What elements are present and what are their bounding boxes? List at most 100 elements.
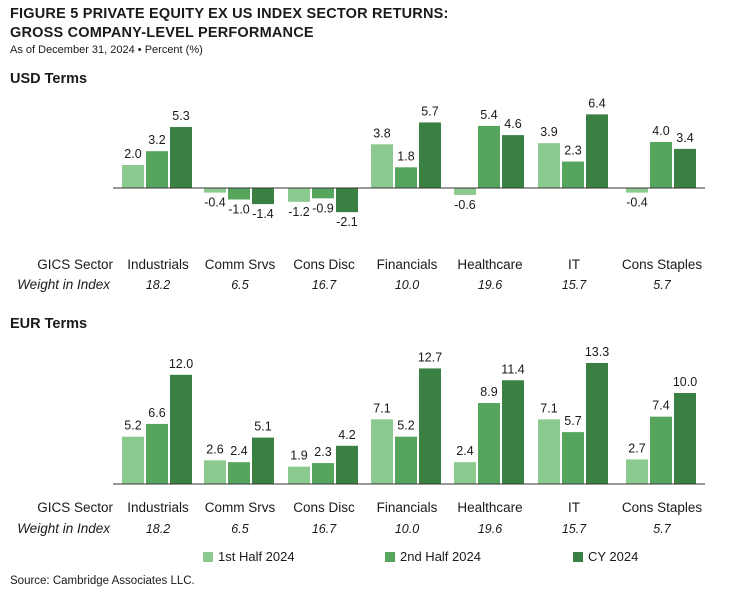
usd-value-label-cy-4: 4.6	[504, 117, 521, 131]
eur-bar-cy-6	[674, 393, 696, 484]
eur-bar-h2-6	[650, 416, 672, 484]
eur-bar-h1-5	[538, 419, 560, 484]
usd-category-label-2: Cons Disc	[293, 257, 355, 272]
eur-bar-h2-5	[562, 432, 584, 484]
eur-value-label-cy-5: 13.3	[585, 345, 609, 359]
usd-value-label-cy-1: -1.4	[252, 207, 274, 221]
usd-value-label-h2-1: -1.0	[228, 203, 250, 217]
usd-value-label-h2-6: 4.0	[652, 124, 669, 138]
legend-item-cy: CY 2024	[573, 549, 638, 564]
eur-bar-h2-0	[146, 423, 168, 484]
usd-weight-label-2: 16.7	[312, 278, 337, 292]
usd-bar-h2-3	[395, 167, 417, 188]
eur-weight-label-2: 16.7	[312, 522, 337, 536]
usd-bar-h2-1	[228, 188, 250, 200]
eur-category-label-1: Comm Srvs	[205, 500, 276, 515]
usd-value-label-h2-2: -0.9	[312, 201, 334, 215]
usd-category-label-1: Comm Srvs	[205, 257, 276, 272]
legend-label-h1: 1st Half 2024	[218, 549, 295, 564]
usd-value-label-h1-4: -0.6	[454, 198, 476, 212]
eur-value-label-cy-6: 10.0	[673, 375, 697, 389]
usd-bar-cy-2	[336, 188, 358, 213]
usd-bar-h1-1	[204, 188, 226, 193]
eur-bar-cy-3	[419, 368, 441, 484]
usd-value-label-cy-2: -2.1	[336, 215, 358, 229]
eur-bar-cy-0	[170, 374, 192, 484]
eur-value-label-cy-4: 11.4	[501, 362, 524, 376]
eur-value-label-cy-2: 4.2	[338, 428, 355, 442]
usd-value-label-h2-5: 2.3	[564, 144, 581, 158]
eur-bar-h2-4	[478, 403, 500, 484]
eur-weight-label-0: 18.2	[146, 522, 170, 536]
usd-category-label-0: Industrials	[127, 257, 189, 272]
usd-category-label-5: IT	[568, 257, 580, 272]
eur-bar-h1-3	[371, 419, 393, 484]
usd-category-label-6: Cons Staples	[622, 257, 703, 272]
usd-bar-cy-1	[252, 188, 274, 205]
eur-value-label-h2-2: 2.3	[314, 445, 331, 459]
eur-value-label-h1-5: 7.1	[540, 401, 557, 415]
eur-value-label-h2-5: 5.7	[564, 414, 581, 428]
eur-weight-label-5: 15.7	[562, 522, 587, 536]
usd-panel-title: USD Terms	[10, 71, 88, 87]
usd-bar-cy-0	[170, 127, 192, 188]
legend-swatch-h2	[385, 551, 395, 562]
usd-value-label-h1-5: 3.9	[540, 125, 557, 139]
usd-weight-label-0: 18.2	[146, 278, 170, 292]
eur-bar-h2-1	[228, 462, 250, 484]
usd-bar-h1-5	[538, 143, 560, 188]
usd-weight-label-4: 19.6	[478, 278, 502, 292]
eur-bar-h2-3	[395, 436, 417, 484]
source-note: Source: Cambridge Associates LLC.	[10, 575, 195, 587]
eur-bar-h1-0	[122, 436, 144, 484]
usd-bar-h2-2	[312, 188, 334, 199]
eur-bar-cy-1	[252, 437, 274, 484]
usd-bar-h2-4	[478, 125, 500, 188]
usd-bar-cy-5	[586, 114, 608, 188]
eur-bar-h2-2	[312, 463, 334, 484]
usd-category-label-4: Healthcare	[457, 257, 522, 272]
usd-weight-label-3: 10.0	[395, 278, 419, 292]
legend-label-cy: CY 2024	[588, 549, 639, 564]
eur-bar-h1-2	[288, 466, 310, 484]
chart-title-line-2: GROSS COMPANY-LEVEL PERFORMANCE	[10, 25, 314, 41]
usd-weight-label-6: 5.7	[653, 278, 671, 292]
eur-category-label-6: Cons Staples	[622, 500, 703, 515]
eur-value-label-h1-2: 1.9	[290, 449, 307, 463]
legend-swatch-h1	[203, 551, 213, 562]
usd-value-label-h1-1: -0.4	[204, 196, 226, 210]
eur-bar-cy-2	[336, 445, 358, 484]
eur-value-label-h1-1: 2.6	[206, 442, 223, 456]
eur-value-label-cy-0: 12.0	[169, 357, 193, 371]
usd-value-label-h1-3: 3.8	[373, 126, 390, 140]
chart-subtitle: As of December 31, 2024 • Percent (%)	[10, 44, 203, 56]
usd-weight-label-1: 6.5	[231, 278, 248, 292]
eur-value-label-h2-0: 6.6	[148, 406, 165, 420]
eur-category-label-3: Financials	[377, 500, 438, 515]
eur-bar-h1-4	[454, 462, 476, 484]
eur-category-label-5: IT	[568, 500, 580, 515]
usd-value-label-h2-0: 3.2	[148, 133, 165, 147]
usd-weight-row-label: Weight in Index	[17, 277, 111, 292]
usd-value-label-cy-6: 3.4	[676, 131, 693, 145]
usd-value-label-h1-0: 2.0	[124, 147, 141, 161]
usd-value-label-h2-3: 1.8	[397, 149, 414, 163]
eur-panel-title: EUR Terms	[10, 316, 88, 332]
chart-title-line-1: FIGURE 5 PRIVATE EQUITY EX US INDEX SECT…	[10, 6, 449, 22]
eur-bar-h1-6	[626, 459, 648, 484]
eur-value-label-cy-1: 5.1	[254, 420, 271, 434]
usd-bar-h1-6	[626, 188, 648, 193]
eur-sector-row-label: GICS Sector	[37, 500, 113, 515]
eur-value-label-cy-3: 12.7	[418, 350, 442, 364]
eur-weight-row-label: Weight in Index	[17, 521, 111, 536]
legend-item-h1: 1st Half 2024	[203, 549, 295, 564]
eur-weight-label-1: 6.5	[231, 522, 248, 536]
usd-bar-cy-3	[419, 122, 441, 188]
eur-category-label-4: Healthcare	[457, 500, 522, 515]
eur-category-label-0: Industrials	[127, 500, 189, 515]
legend: 1st Half 2024 2nd Half 2024 CY 2024	[0, 549, 732, 567]
eur-value-label-h1-0: 5.2	[124, 419, 141, 433]
eur-weight-label-4: 19.6	[478, 522, 502, 536]
usd-value-label-h1-6: -0.4	[626, 196, 648, 210]
